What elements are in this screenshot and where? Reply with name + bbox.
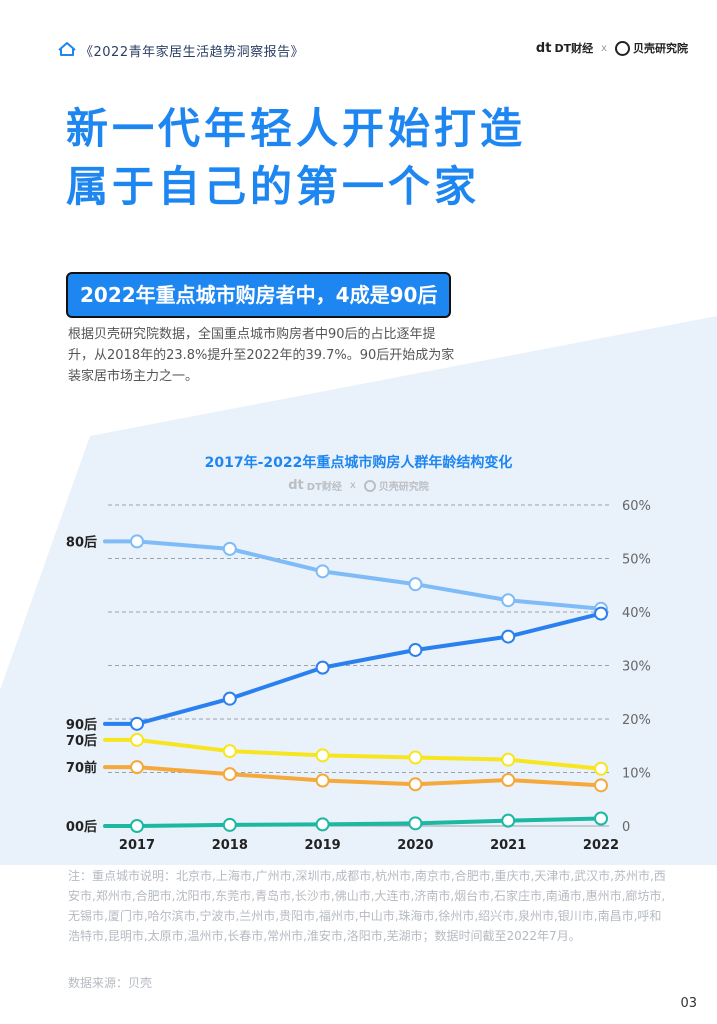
series-line (136, 737, 602, 771)
y-tick-label: 0 (622, 820, 630, 835)
data-point (315, 564, 330, 579)
chart-logo-separator: x (349, 480, 356, 491)
data-source: 数据来源：贝壳 (68, 976, 153, 990)
chart-dt-logo: dt DT财经 (288, 478, 342, 493)
beike-logo-icon (615, 40, 630, 56)
chart-beike-logo: 贝壳研究院 (363, 478, 429, 493)
dt-logo-icon: dt (535, 40, 552, 56)
data-point (315, 660, 330, 675)
data-point (408, 777, 423, 792)
chart-note: 注：重点城市说明：北京市,上海市,广州市,深圳市,成都市,杭州市,南京市,合肥市… (68, 869, 666, 943)
data-point (222, 817, 237, 832)
dt-logo-text: DT财经 (554, 42, 594, 55)
data-point (130, 819, 144, 833)
series-label: 70后 (66, 733, 97, 749)
data-point (315, 773, 330, 788)
logo-separator: x (601, 42, 607, 54)
data-point (222, 691, 237, 706)
main-title-line1: 新一代年轻人开始打造 (66, 104, 527, 153)
x-tick-label: 2017 (119, 838, 155, 853)
data-point (408, 816, 423, 831)
data-point (501, 813, 516, 828)
main-title: 新一代年轻人开始打造 属于自己的第一个家 (66, 100, 626, 216)
data-point (130, 534, 144, 549)
data-point (408, 642, 423, 657)
x-tick-label: 2022 (583, 838, 619, 853)
subtitle-banner: 2022年重点城市购房者中，4成是90后 (66, 272, 452, 318)
house-icon (58, 42, 76, 56)
chart-beike-logo-icon (363, 479, 376, 492)
series-label: 90后 (66, 717, 97, 733)
series-line (136, 539, 602, 611)
beike-logo: 贝壳研究院 (615, 40, 688, 56)
x-tick-label: 2019 (305, 838, 341, 853)
report-header: 《2022青年家居生活趋势洞察报告》 dt DT财经 x 贝壳研究院 (58, 38, 688, 62)
y-tick-label: 40% (622, 606, 651, 621)
report-title: 《2022青年家居生活趋势洞察报告》 (80, 45, 305, 60)
main-title-line2: 属于自己的第一个家 (66, 162, 481, 211)
chart-beike-logo-text: 贝壳研究院 (378, 482, 429, 493)
data-point (315, 748, 330, 763)
data-point (130, 716, 144, 731)
y-tick-label: 10% (622, 767, 651, 782)
data-point (594, 811, 608, 826)
series-label: 70前 (66, 760, 97, 776)
series-line (136, 816, 602, 828)
data-point (408, 577, 423, 592)
data-point (594, 606, 608, 621)
data-point (594, 778, 608, 793)
data-point (222, 541, 237, 556)
page-number: 03 (680, 996, 697, 1011)
description-text: 根据贝壳研究院数据，全国重点城市购房者中90后的占比逐年提升，从2018年的23… (68, 327, 455, 384)
data-point (501, 752, 516, 767)
x-tick-label: 2020 (397, 838, 433, 853)
chart-watermark: dt DT财经 x 贝壳研究院 (0, 478, 717, 493)
chart-dt-logo-icon: dt (288, 478, 304, 493)
x-tick-label: 2018 (212, 838, 248, 853)
chart-title: 2017年-2022年重点城市购房人群年龄结构变化 (204, 455, 513, 471)
series-label: 00后 (66, 819, 97, 835)
data-point (501, 593, 516, 608)
x-tick-label: 2021 (490, 838, 526, 853)
series-line (136, 611, 602, 726)
y-tick-label: 20% (622, 713, 651, 728)
y-tick-label: 60% (622, 499, 651, 514)
data-point (315, 817, 330, 832)
data-point (501, 629, 516, 644)
header-logos: dt DT财经 x 贝壳研究院 (536, 40, 688, 56)
series-line (136, 765, 602, 788)
data-point (130, 732, 144, 747)
data-point (594, 761, 608, 776)
dt-logo: dt DT财经 (536, 40, 593, 56)
chart-dt-logo-text: DT财经 (306, 482, 342, 493)
data-point (501, 772, 516, 787)
series-label: 80后 (66, 534, 97, 550)
data-point (130, 760, 144, 775)
data-point (408, 750, 423, 765)
data-point (222, 744, 237, 759)
y-tick-label: 50% (622, 553, 651, 568)
y-tick-label: 30% (622, 660, 651, 675)
beike-logo-text: 贝壳研究院 (633, 42, 688, 55)
data-point (222, 767, 237, 782)
